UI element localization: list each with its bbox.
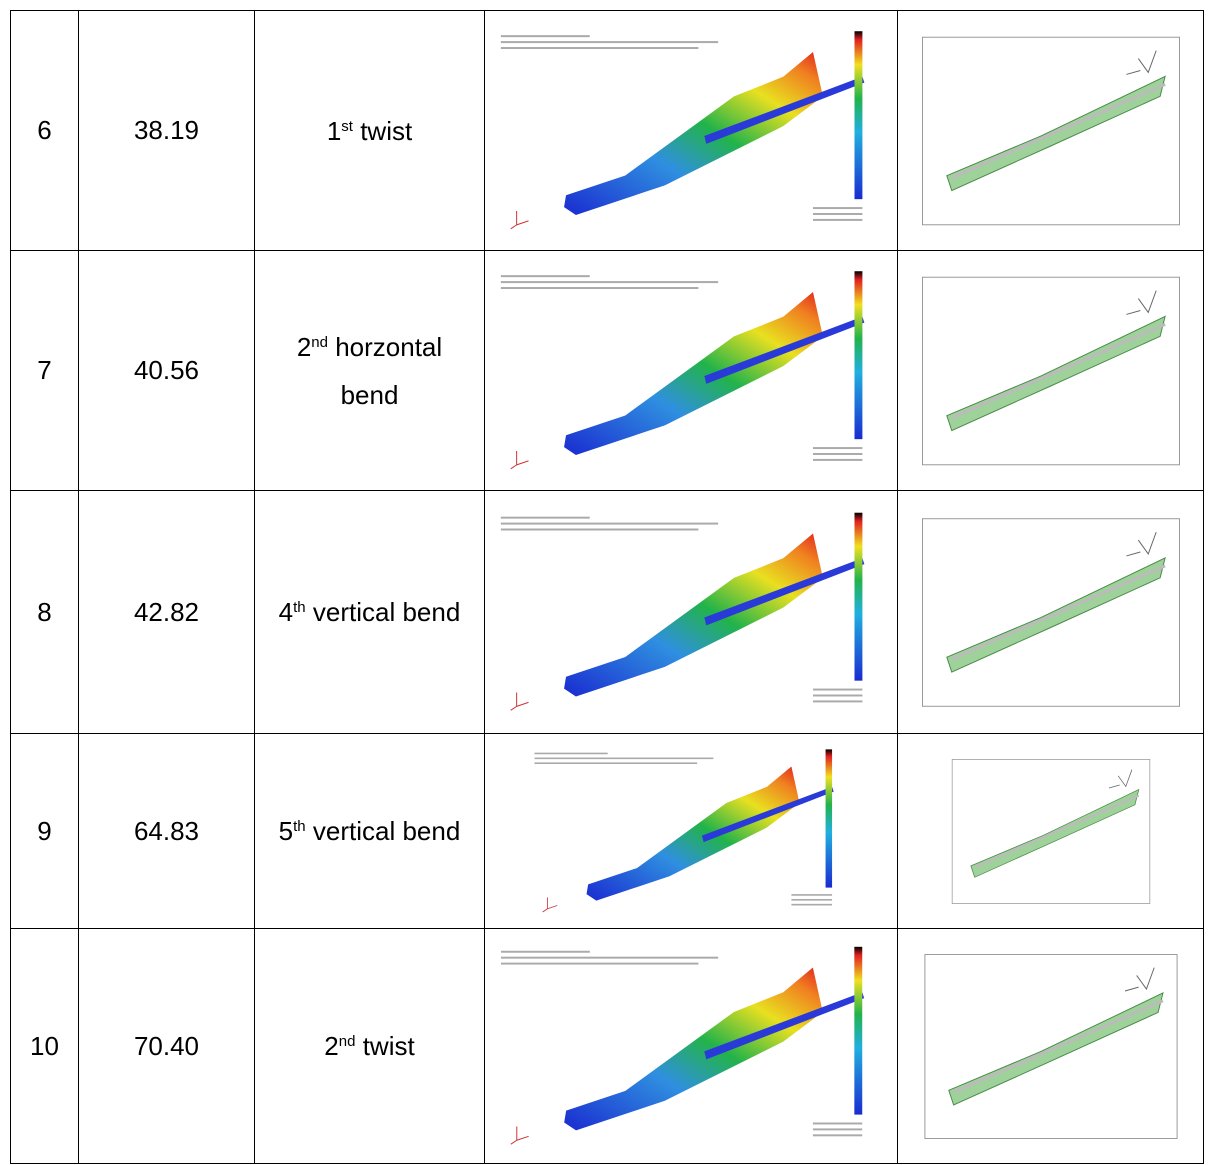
ordinal-suffix: th	[293, 818, 306, 835]
ordinal: 5	[278, 816, 294, 846]
fringe-plot	[522, 737, 860, 925]
ordinal: 2	[296, 331, 312, 362]
fringe-plot	[487, 256, 895, 485]
fringe-cell	[484, 928, 898, 1164]
table-row: 10 70.40 2nd twist	[10, 928, 1204, 1164]
shape-cell: 5th vertical bend	[254, 733, 485, 929]
shape-cell: 2nd twist	[254, 928, 485, 1164]
deformed-shape	[921, 516, 1180, 708]
ordinal: 2	[324, 1031, 339, 1061]
mode-cell: 8	[10, 490, 79, 734]
frequency-cell: 42.82	[78, 490, 255, 734]
ordinal: 1	[326, 115, 342, 146]
fringe-cell	[484, 490, 898, 734]
ordinal-suffix: st	[341, 117, 353, 135]
deformed-cell	[897, 733, 1204, 929]
frequency-cell: 70.40	[78, 928, 255, 1164]
fringe-plot	[487, 16, 895, 245]
deformed-cell	[897, 490, 1204, 734]
shape-cell: 4th vertical bend	[254, 490, 485, 734]
table-row: 6 38.19 1st twist	[10, 10, 1204, 251]
ordinal-suffix: nd	[311, 333, 328, 351]
shape-label: vertical bend	[312, 816, 461, 846]
deformed-shape	[922, 953, 1179, 1139]
deformed-cell	[897, 10, 1204, 251]
deformed-cell	[897, 250, 1204, 491]
frequency-cell: 38.19	[78, 10, 255, 251]
mode-cell: 9	[10, 733, 79, 929]
frequency-cell: 64.83	[78, 733, 255, 929]
fringe-cell	[484, 10, 898, 251]
shape-cell: 2nd horzontal bend	[254, 250, 485, 491]
deformed-cell	[897, 928, 1204, 1164]
deformed-shape	[921, 35, 1180, 226]
deformed-shape	[950, 758, 1151, 904]
modes-table: 6 38.19 1st twist 7 40.56 2nd horzontal bend 8…	[10, 10, 1204, 1164]
mode-cell: 6	[10, 10, 79, 251]
shape-label: twist	[360, 115, 413, 146]
table-row: 7 40.56 2nd horzontal bend	[10, 250, 1204, 491]
shape-label: twist	[362, 1031, 415, 1061]
shape-label: vertical bend	[312, 597, 461, 627]
ordinal-suffix: nd	[338, 1033, 356, 1050]
ordinal: 4	[278, 597, 294, 627]
table-row: 8 42.82 4th vertical bend	[10, 490, 1204, 734]
fringe-cell	[484, 733, 898, 929]
ordinal-suffix: th	[293, 599, 306, 616]
mode-cell: 10	[10, 928, 79, 1164]
table-row: 9 64.83 5th vertical bend	[10, 733, 1204, 929]
fringe-cell	[484, 250, 898, 491]
shape-label: horzontal bend	[335, 331, 443, 410]
fringe-plot	[487, 497, 895, 727]
deformed-shape	[921, 275, 1180, 466]
fringe-plot	[487, 932, 895, 1160]
mode-cell: 7	[10, 250, 79, 491]
frequency-cell: 40.56	[78, 250, 255, 491]
shape-cell: 1st twist	[254, 10, 485, 251]
